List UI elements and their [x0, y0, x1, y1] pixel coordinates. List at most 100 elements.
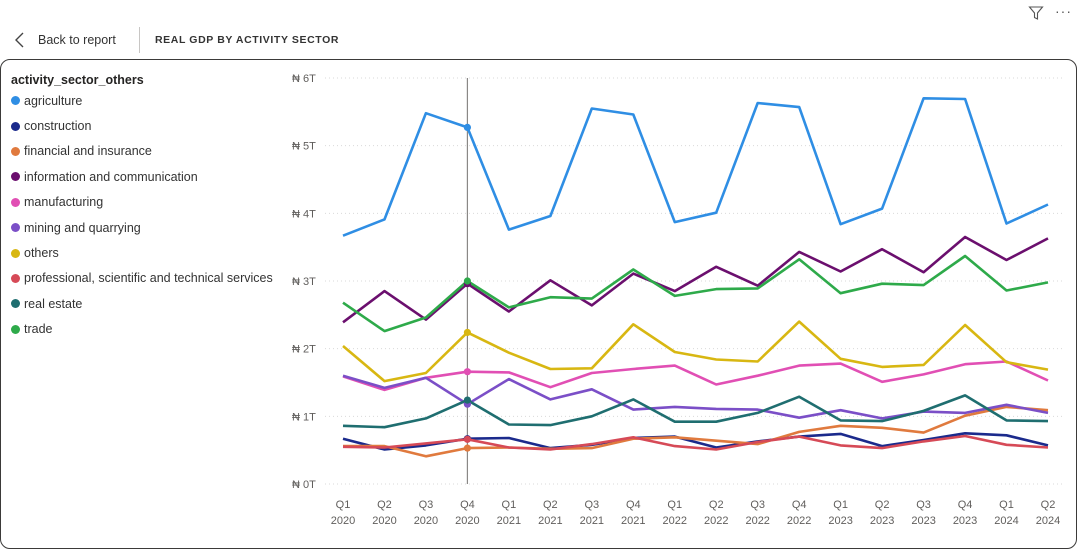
legend-label: information and communication [24, 169, 198, 184]
data-point-manufacturing[interactable] [463, 368, 472, 376]
x-tick-quarter: Q2 [709, 499, 724, 511]
chevron-left-icon [15, 32, 24, 48]
chart-legend: activity_sector_others agriculture constr… [11, 72, 296, 342]
y-tick-label: ₦ 2T [292, 344, 316, 356]
y-tick-label: ₦ 4T [292, 208, 316, 220]
x-tick-quarter: Q1 [833, 499, 848, 511]
x-tick-quarter: Q3 [750, 499, 765, 511]
data-point-trade[interactable] [463, 277, 472, 285]
legend-label: financial and insurance [24, 144, 152, 159]
legend-item-manufacturing[interactable]: manufacturing [11, 190, 296, 215]
x-tick-year: 2020 [372, 515, 396, 527]
series-line-mining-and-quarrying[interactable] [342, 374, 1049, 420]
x-tick-year: 2021 [497, 515, 521, 527]
page-title: REAL GDP BY ACTIVITY SECTOR [155, 34, 340, 46]
legend-marker [11, 299, 20, 309]
report-header: Back to report REAL GDP BY ACTIVITY SECT… [0, 0, 1082, 60]
legend-marker [11, 223, 20, 233]
x-tick-year: 2022 [745, 515, 769, 527]
x-tick-year: 2022 [704, 515, 728, 527]
series-line-financial-and-insurance[interactable] [343, 405, 1049, 458]
legend-label: trade [24, 322, 53, 337]
legend-marker [11, 121, 20, 131]
x-tick-year: 2020 [331, 515, 355, 527]
legend-item-professional-scientific-and-technical-services[interactable]: professional, scientific and technical s… [11, 266, 296, 291]
data-point-agriculture[interactable] [463, 123, 472, 131]
legend-item-real-estate[interactable]: real estate [11, 291, 296, 316]
x-tick-quarter: Q2 [377, 499, 392, 511]
x-tick-quarter: Q3 [584, 499, 599, 511]
y-tick-label: ₦ 0T [292, 479, 316, 491]
x-tick-quarter: Q3 [916, 499, 931, 511]
x-tick-year: 2020 [455, 515, 479, 527]
x-tick-quarter: Q3 [419, 499, 434, 511]
legend-marker [11, 96, 20, 106]
filter-icon[interactable] [1028, 5, 1044, 21]
x-tick-year: 2023 [953, 515, 977, 527]
legend-item-financial-and-insurance[interactable]: financial and insurance [11, 139, 296, 164]
legend-marker [11, 324, 20, 334]
legend-item-information-and-communication[interactable]: information and communication [11, 164, 296, 189]
header-divider [139, 27, 140, 53]
y-tick-label: ₦ 1T [292, 411, 316, 423]
back-to-report-label: Back to report [38, 33, 116, 47]
legend-label: agriculture [24, 93, 83, 108]
x-tick-year: 2024 [994, 515, 1018, 527]
legend-item-construction[interactable]: construction [11, 113, 296, 138]
x-tick-quarter: Q1 [667, 499, 682, 511]
legend-marker [11, 273, 20, 283]
series-line-manufacturing[interactable] [342, 360, 1049, 392]
legend-marker [11, 146, 20, 156]
legend-label: real estate [24, 296, 83, 311]
data-point-professional-scientific-and-technical-services[interactable] [463, 435, 472, 443]
legend-marker [11, 172, 20, 182]
x-tick-year: 2022 [663, 515, 687, 527]
legend-label: others [24, 246, 59, 261]
x-tick-quarter: Q2 [875, 499, 890, 511]
x-tick-quarter: Q1 [999, 499, 1014, 511]
x-tick-year: 2021 [538, 515, 562, 527]
legend-label: professional, scientific and technical s… [24, 271, 273, 286]
legend-label: manufacturing [24, 195, 104, 210]
data-point-others[interactable] [463, 328, 472, 337]
legend-label: construction [24, 119, 92, 134]
y-tick-label: ₦ 3T [292, 276, 316, 288]
x-tick-quarter: Q1 [502, 499, 517, 511]
legend-marker [11, 197, 20, 207]
x-tick-year: 2023 [911, 515, 935, 527]
legend-item-others[interactable]: others [11, 240, 296, 265]
series-line-agriculture[interactable] [342, 97, 1049, 237]
legend-label: mining and quarrying [24, 220, 141, 235]
x-tick-quarter: Q1 [336, 499, 351, 511]
x-tick-year: 2020 [414, 515, 438, 527]
y-tick-label: ₦ 5T [292, 141, 316, 153]
legend-item-agriculture[interactable]: agriculture [11, 88, 296, 113]
x-tick-quarter: Q4 [792, 499, 807, 511]
series-line-trade[interactable] [342, 254, 1049, 333]
more-options-icon[interactable]: ··· [1055, 3, 1072, 19]
x-tick-quarter: Q4 [626, 499, 641, 511]
series-line-information-and-communication[interactable] [342, 235, 1049, 324]
series-line-others[interactable] [342, 320, 1049, 383]
x-tick-year: 2023 [870, 515, 894, 527]
y-tick-label: ₦ 6T [292, 73, 316, 85]
x-tick-quarter: Q2 [1041, 499, 1056, 511]
data-point-real-estate[interactable] [463, 396, 472, 404]
x-tick-quarter: Q2 [543, 499, 558, 511]
legend-title: activity_sector_others [11, 73, 144, 87]
x-tick-quarter: Q4 [460, 499, 475, 511]
series-line-real-estate[interactable] [342, 394, 1049, 429]
data-point-financial-and-insurance[interactable] [463, 444, 472, 452]
x-tick-year: 2021 [580, 515, 604, 527]
legend-marker [11, 248, 20, 258]
x-tick-year: 2022 [787, 515, 811, 527]
series-line-professional-scientific-and-technical-services[interactable] [342, 434, 1049, 451]
x-tick-year: 2024 [1036, 515, 1060, 527]
legend-item-trade[interactable]: trade [11, 317, 296, 342]
back-to-report-button[interactable]: Back to report [14, 28, 116, 52]
legend-item-mining-and-quarrying[interactable]: mining and quarrying [11, 215, 296, 240]
x-tick-year: 2023 [828, 515, 852, 527]
x-tick-quarter: Q4 [958, 499, 973, 511]
x-tick-year: 2021 [621, 515, 645, 527]
